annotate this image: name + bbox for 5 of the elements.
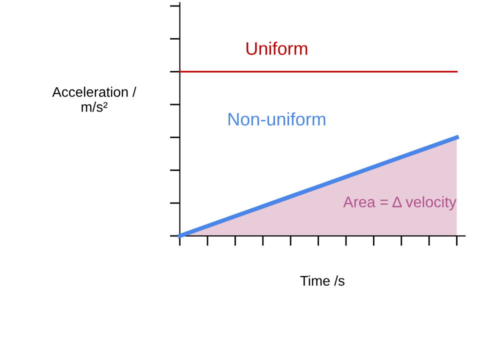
x-axis-title: Time /s	[300, 276, 344, 286]
text: Non-uniform	[228, 112, 326, 126]
series-label: Uniform	[246, 42, 308, 55]
y-axis-title: Acceleration / m/s²	[52, 86, 136, 112]
annotation: Area = Δ velocity	[343, 196, 457, 210]
